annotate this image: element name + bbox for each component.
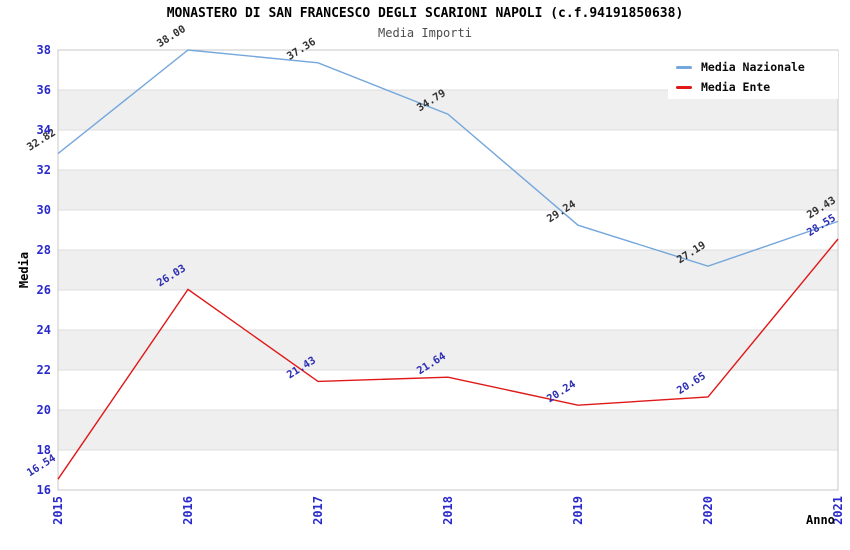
legend: Media Nazionale Media Ente bbox=[668, 51, 838, 99]
grid-band bbox=[58, 130, 838, 170]
y-tick-label: 28 bbox=[37, 243, 51, 257]
y-tick-label: 18 bbox=[37, 443, 51, 457]
chart-title: MONASTERO DI SAN FRANCESCO DEGLI SCARION… bbox=[166, 6, 684, 21]
grid-band bbox=[58, 170, 838, 210]
y-tick-label: 30 bbox=[37, 203, 51, 217]
media-ente-line-swatch bbox=[676, 85, 692, 89]
legend-item-media-ente: Media Ente bbox=[674, 77, 838, 97]
x-tick-label: 2016 bbox=[181, 496, 195, 525]
data-label: 38.00 bbox=[155, 23, 188, 50]
y-tick-label: 22 bbox=[37, 363, 51, 377]
media-nazionale-line-swatch bbox=[676, 65, 692, 69]
grid-band bbox=[58, 450, 838, 490]
grid-band bbox=[58, 210, 838, 250]
y-tick-label: 38 bbox=[37, 43, 51, 57]
grid-band bbox=[58, 290, 838, 330]
x-axis-title: Anno bbox=[806, 513, 835, 527]
x-tick-label: 2020 bbox=[701, 496, 715, 525]
plot-border bbox=[57, 49, 839, 491]
y-tick-label: 36 bbox=[37, 83, 51, 97]
series-line-1 bbox=[57, 238, 839, 480]
y-tick-label: 16 bbox=[37, 483, 51, 497]
grid-band bbox=[58, 370, 838, 410]
x-tick-label: 2018 bbox=[441, 496, 455, 525]
x-tick-label: 2015 bbox=[51, 496, 65, 525]
y-tick-label: 26 bbox=[37, 283, 51, 297]
legend-label-media-nazionale: Media Nazionale bbox=[701, 60, 805, 74]
y-tick-label: 24 bbox=[37, 323, 51, 337]
legend-label-media-ente: Media Ente bbox=[701, 80, 771, 94]
y-tick-label: 20 bbox=[37, 403, 51, 417]
grid-band bbox=[58, 330, 838, 370]
x-tick-label: 2021 bbox=[831, 496, 845, 525]
x-tick-label: 2019 bbox=[571, 496, 585, 525]
series-line-0 bbox=[57, 49, 839, 267]
y-tick-label: 32 bbox=[37, 163, 51, 177]
chart-subtitle: Media Importi bbox=[378, 26, 472, 40]
grid-band bbox=[58, 250, 838, 290]
y-tick-label: 34 bbox=[37, 123, 51, 137]
y-axis-title: Media bbox=[17, 251, 31, 289]
x-tick-label: 2017 bbox=[311, 496, 325, 525]
legend-item-media-nazionale: Media Nazionale bbox=[674, 57, 838, 77]
y-axis-title-wrap: Media bbox=[12, 50, 36, 490]
grid-band bbox=[58, 410, 838, 450]
